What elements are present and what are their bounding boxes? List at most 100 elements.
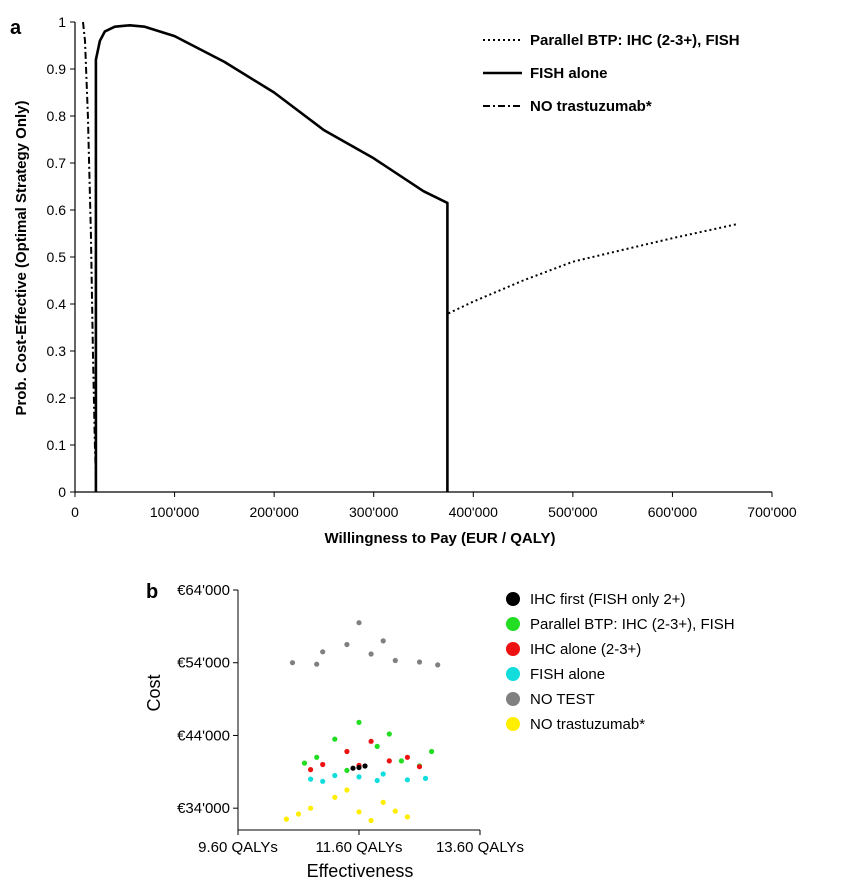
panel-a-label: a <box>10 17 22 39</box>
panel-b-x-tick-label: 11.60 QALYs <box>316 839 403 856</box>
panel-b-point <box>392 808 398 814</box>
panel-b-point <box>368 738 374 744</box>
panel-a-x-tick-label: 700'000 <box>747 504 797 520</box>
panel-b-point <box>374 743 380 750</box>
panel-b-point <box>320 761 326 768</box>
panel-a-x-ticks: 0 100'000 200'000 300'000 400'000 500'000 600'… <box>71 492 797 520</box>
panel-b-points <box>283 620 441 824</box>
panel-b-y-tick-label: €34'000 <box>177 800 230 817</box>
panel-b-point <box>386 731 392 737</box>
panel-b-point <box>380 771 386 777</box>
panel-b-legend-swatch-2 <box>506 642 520 656</box>
panel-b-legend-label-3: FISH alone <box>530 666 605 683</box>
panel-b-legend-swatch-0 <box>506 592 520 606</box>
panel-a-y-tick-label: 0.6 <box>47 202 67 218</box>
panel-b-point <box>398 758 404 764</box>
panel-a-series-line-1 <box>94 23 449 492</box>
panel-a-y-tick-label: 1 <box>58 14 66 30</box>
panel-b-point <box>301 760 308 766</box>
panel-b-point <box>362 763 368 769</box>
panel-b-y-ticks: €34'000 €44'000 €54'000 €64'000 <box>177 582 238 817</box>
panel-a-x-tick-label: 600'000 <box>648 504 698 520</box>
panel-b-point <box>332 736 338 742</box>
panel-a-y-tick-label: 0.5 <box>47 249 67 265</box>
panel-b-y-tick-label: €54'000 <box>177 655 230 672</box>
panel-b-point <box>416 764 423 770</box>
panel-a-y-tick-label: 0.8 <box>47 108 67 124</box>
panel-a-legend-label-0: Parallel BTP: IHC (2-3+), FISH <box>530 32 740 49</box>
panel-b-point <box>356 774 362 780</box>
panel-b-legend-swatch-4 <box>506 692 520 706</box>
panel-a-series-line-0 <box>447 223 738 315</box>
panel-b-point <box>332 772 338 779</box>
panel-a-x-tick-label: 200'000 <box>249 504 299 520</box>
panel-b-point <box>386 758 392 764</box>
panel-a-y-tick-label: 0.4 <box>47 296 67 312</box>
panel-a-y-tick-label: 0.1 <box>47 437 67 453</box>
panel-b-point <box>314 754 320 760</box>
panel-b-point <box>344 767 350 774</box>
panel-b-y-tick-label: €64'000 <box>177 582 230 599</box>
panel-a-x-tick-label: 300'000 <box>349 504 399 520</box>
panel-a-x-tick-label: 0 <box>71 504 79 520</box>
panel-b-point <box>344 748 350 755</box>
panel-b-point <box>295 811 302 817</box>
panel-b-point <box>308 805 314 811</box>
panel-b-label: b <box>146 581 158 603</box>
panel-b-point <box>380 638 386 644</box>
panel-b-point <box>404 777 410 783</box>
panel-b-x-tick-label: 13.60 QALYs <box>436 839 524 856</box>
panel-b-x-tick-label: 9.60 QALYs <box>198 839 278 856</box>
panel-a-legend-label-2: NO trastuzumab* <box>530 98 652 115</box>
panel-b-point <box>416 659 423 665</box>
panel-a-series <box>82 21 738 492</box>
panel-b-point <box>320 778 326 784</box>
panel-b-y-axis-label: Cost <box>144 674 164 711</box>
panel-b-point <box>380 799 386 806</box>
panel-b-point <box>356 764 362 771</box>
panel-a-y-axis-label: Prob. Cost-Effective (Optimal Strategy O… <box>13 100 30 415</box>
panel-a-legend-label-1: FISH alone <box>530 65 608 82</box>
panel-b-point <box>350 765 356 771</box>
panel-b-point <box>308 776 314 782</box>
panel-b-point <box>289 660 296 666</box>
panel-b-point <box>356 620 362 626</box>
panel-b-point <box>356 809 362 815</box>
panel-b-point <box>422 775 429 782</box>
panel-b-point <box>392 657 398 664</box>
panel-b-point <box>314 661 320 667</box>
panel-a-legend: Parallel BTP: IHC (2-3+), FISH FISH alone… <box>483 32 740 115</box>
panel-a-y-tick-label: 0 <box>58 484 66 500</box>
panel-b-legend-swatch-1 <box>506 617 520 631</box>
panel-b-point <box>404 754 410 760</box>
panel-b-point <box>404 814 410 820</box>
panel-a-y-ticks: 0 0.1 0.2 0.3 0.4 0.5 0.6 0.7 0.8 0.9 1 <box>47 14 75 500</box>
panel-b-point <box>344 787 350 793</box>
panel-b-point <box>374 777 380 784</box>
panel-b-legend-label-1: Parallel BTP: IHC (2-3+), FISH <box>530 616 735 633</box>
panel-b-point <box>356 719 362 726</box>
panel-b-legend-label-0: IHC first (FISH only 2+) <box>530 591 685 608</box>
panel-b-point <box>283 816 289 822</box>
panel-b-legend-swatch-5 <box>506 717 520 731</box>
panel-b-legend-label-2: IHC alone (2-3+) <box>530 641 641 658</box>
panel-b-point <box>308 767 314 773</box>
panel-a-x-tick-label: 400'000 <box>449 504 499 520</box>
panel-a-y-tick-label: 0.3 <box>47 343 67 359</box>
panel-b-legend-swatch-3 <box>506 667 520 681</box>
panel-a-x-tick-label: 500'000 <box>548 504 598 520</box>
panel-a-x-tick-label: 100'000 <box>150 504 200 520</box>
panel-b-point <box>344 641 350 648</box>
panel-b-y-tick-label: €44'000 <box>177 727 230 744</box>
panel-b-legend-label-4: NO TEST <box>530 691 595 708</box>
panel-b-point <box>429 748 435 755</box>
panel-b-point <box>368 651 374 657</box>
panel-b-point <box>435 662 441 668</box>
panel-b-legend: IHC first (FISH only 2+) Parallel BTP: IH… <box>506 591 735 733</box>
panel-b-point <box>332 794 338 800</box>
panel-a-x-axis-label: Willingness to Pay (EUR / QALY) <box>324 530 555 547</box>
panel-a-series-line-2 <box>82 21 97 478</box>
panel-a-y-tick-label: 0.2 <box>47 390 67 406</box>
